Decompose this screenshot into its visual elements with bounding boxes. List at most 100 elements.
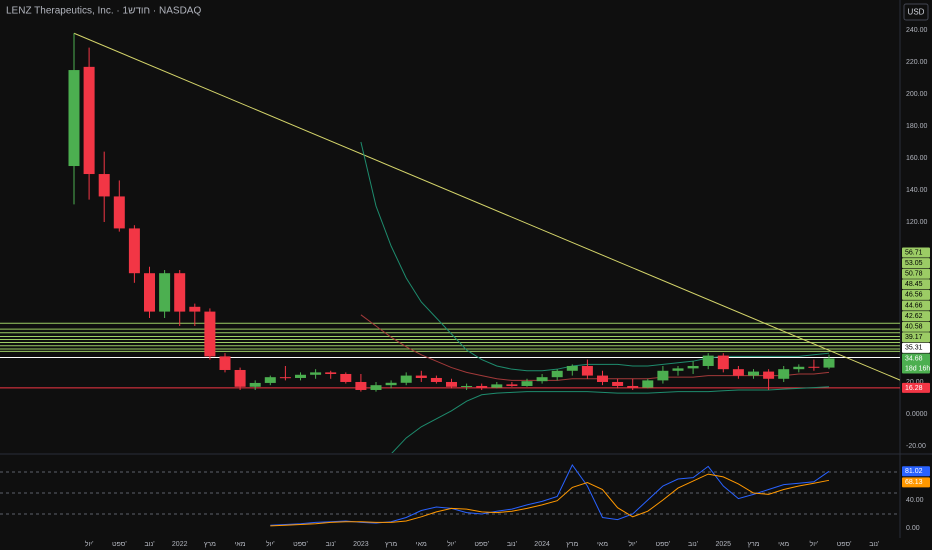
candle-body: [748, 371, 759, 376]
level-label: 48.45: [905, 281, 923, 288]
y-tick-label: 0.0000: [906, 411, 928, 418]
candle-body: [355, 381, 367, 390]
candle-body: [279, 377, 291, 379]
x-tick-label: ספט': [474, 541, 489, 548]
candle-body: [174, 273, 186, 312]
candle-body: [627, 385, 639, 388]
x-tick-label: נוב': [326, 541, 336, 548]
trendline: [73, 32, 900, 381]
last-value-label: 81.02: [905, 468, 923, 475]
candle-body: [521, 381, 533, 386]
candle-body: [702, 355, 714, 366]
candle-body: [778, 369, 790, 379]
x-tick-label: 2024: [534, 541, 550, 548]
overlay-line: [360, 141, 830, 372]
y-tick-label: 0.00: [906, 525, 920, 532]
last-value-box: [902, 466, 930, 477]
level-label: 35.31: [905, 345, 923, 352]
candle-body: [219, 356, 231, 370]
x-tick-label: מרץ: [747, 541, 759, 548]
candle-body: [234, 369, 246, 387]
x-tick-label: 2023: [353, 541, 369, 548]
candle-body: [597, 375, 608, 382]
oscillator-line: [270, 473, 830, 527]
x-tick-label: נוב': [507, 541, 517, 548]
candle-body: [536, 377, 548, 382]
candle-body: [642, 380, 654, 388]
candle-body: [189, 306, 201, 312]
last-value-box: [902, 477, 930, 488]
level-label: 40.58: [905, 324, 923, 331]
x-tick-label: נוב': [869, 541, 879, 548]
overlay-line: [360, 314, 830, 381]
level-label-box: [902, 332, 930, 343]
level-label: 46.56: [905, 292, 923, 299]
x-tick-label: ספט': [112, 541, 127, 548]
candle-body: [506, 384, 518, 386]
x-tick-label: מרץ: [204, 541, 216, 548]
x-tick-label: מאי: [597, 541, 608, 548]
candle-body: [83, 66, 95, 175]
level-label: 44.66: [905, 302, 923, 309]
candle-body: [717, 355, 729, 370]
y-tick-label: 20.00: [906, 379, 924, 386]
current-price-box: [902, 353, 930, 374]
level-label-box: [902, 342, 930, 353]
candle-body: [400, 375, 412, 383]
candle-body: [113, 196, 125, 229]
level-label-box: [902, 258, 930, 269]
candle-body: [446, 381, 457, 387]
candle-body: [98, 174, 110, 197]
level-label: 39.17: [905, 334, 923, 341]
currency-button[interactable]: [903, 3, 929, 21]
main-pane: [0, 32, 900, 453]
candle-body: [461, 385, 473, 387]
x-tick-label: מאי: [778, 541, 789, 548]
x-tick-label: יול': [447, 540, 456, 548]
candle-body: [581, 365, 593, 376]
candle-body: [808, 366, 820, 368]
currency[interactable]: USD: [908, 8, 925, 17]
x-tick-label: מרץ: [385, 541, 397, 548]
candle-body: [68, 70, 80, 167]
candle-body: [672, 368, 684, 371]
candle-body: [732, 369, 744, 376]
x-tick-label: נוב': [144, 541, 154, 548]
y-tick-label: 40.00: [906, 497, 924, 504]
countdown: 18d 16h: [905, 365, 930, 372]
candle-body: [128, 228, 140, 274]
level-label-box: [902, 321, 930, 332]
candle-body: [763, 371, 775, 379]
last-value-label: 68.13: [905, 479, 923, 486]
level-label-box: [902, 311, 930, 322]
candle-body: [430, 377, 442, 382]
candle-body: [144, 273, 155, 312]
candle-body: [385, 382, 397, 386]
x-tick-label: ספט': [656, 541, 671, 548]
candle-body: [793, 366, 805, 370]
level-label: 42.62: [905, 313, 923, 320]
level-label-box: [902, 268, 930, 279]
candle-body: [249, 382, 261, 387]
x-tick-label: יול': [266, 540, 275, 548]
y-tick-label: 240.00: [906, 27, 928, 34]
level-label-box: [902, 300, 930, 311]
x-tick-label: נוב': [688, 541, 698, 548]
y-tick-label: 160.00: [906, 155, 928, 162]
candle-body: [612, 381, 624, 386]
level-label: 53.05: [905, 260, 923, 267]
candle-body: [823, 358, 835, 368]
x-tick-label: יול': [85, 540, 94, 548]
overlay-line: [391, 386, 830, 453]
x-tick-label: יול': [810, 540, 819, 548]
candle-body: [657, 370, 669, 381]
y-tick-label: -20.00: [906, 443, 926, 450]
level-label-box: [902, 247, 930, 258]
y-tick-label: 200.00: [906, 91, 928, 98]
x-tick-label: מאי: [235, 541, 246, 548]
y-tick-label: 140.00: [906, 187, 928, 194]
y-tick-label: 120.00: [906, 219, 928, 226]
level-label-box: [902, 382, 930, 393]
